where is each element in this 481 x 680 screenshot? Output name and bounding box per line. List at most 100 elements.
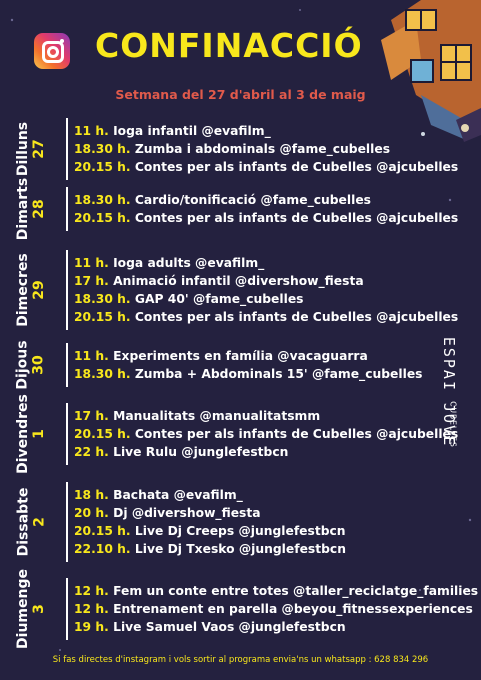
activity-item: 20.15 h. Contes per als infants de Cubel…	[74, 425, 458, 443]
day-name: Diumenge	[15, 569, 32, 649]
house-illustration	[381, 0, 481, 142]
activity-time: 20.15 h.	[74, 160, 131, 174]
activity-text: Contes per als infants de Cubelles @ajcu…	[130, 427, 459, 441]
activity-item: 12 h. Entrenament en parella @beyou_fitn…	[74, 600, 478, 618]
day-label: Dilluns 27	[0, 118, 62, 180]
activity-time: 17 h.	[74, 274, 109, 288]
activity-list: 11 h. Experiments en família @vacaguarra…	[74, 347, 423, 383]
activity-item: 22 h. Live Rulu @junglefestbcn	[74, 443, 458, 461]
day-name: Dijous	[14, 340, 31, 390]
activity-list: 11 h. Ioga infantil @evafilm_ 18.30 h. Zu…	[74, 122, 458, 176]
activity-text: Fem un conte entre totes @taller_recicla…	[108, 584, 479, 598]
day-name: Divendres	[15, 394, 32, 474]
activity-text: Zumba + Abdominals 15' @fame_cubelles	[130, 367, 423, 381]
activity-time: 20.15 h.	[74, 524, 131, 538]
activity-text: Contes per als infants de Cubelles @ajcu…	[130, 160, 459, 174]
activity-text: Live Dj Creeps @junglefestbcn	[130, 524, 346, 538]
activity-text: GAP 40' @fame_cubelles	[130, 292, 304, 306]
day-divider-line	[66, 403, 68, 465]
activity-time: 17 h.	[74, 409, 109, 423]
page-title: CONFINACCIÓ	[95, 26, 363, 65]
day-divider-line	[66, 482, 68, 562]
activity-list: 11 h. Ioga adults @evafilm_ 17 h. Animaci…	[74, 254, 458, 326]
activity-text: Bachata @evafilm_	[108, 488, 243, 502]
activity-text: Live Dj Txesko @junglefestbcn	[130, 542, 346, 556]
day-number: 1	[31, 429, 48, 439]
day-name: Dimarts	[15, 177, 32, 241]
day-number: 28	[31, 199, 48, 219]
activity-item: 11 h. Ioga infantil @evafilm_	[74, 122, 458, 140]
activity-item: 11 h. Experiments en família @vacaguarra	[74, 347, 423, 365]
activity-item: 20.15 h. Contes per als infants de Cubel…	[74, 158, 458, 176]
day-divider-line	[66, 250, 68, 330]
activity-time: 12 h.	[74, 584, 109, 598]
day-number: 3	[31, 604, 48, 614]
activity-item: 20 h. Dj @divershow_fiesta	[74, 504, 346, 522]
day-label: Divendres 1	[0, 394, 62, 474]
activity-time: 19 h.	[74, 620, 109, 634]
activity-time: 11 h.	[74, 124, 109, 138]
footer-note: Si fas directes d'instagram i vols sorti…	[52, 655, 429, 665]
day-label: Dimecres 29	[0, 250, 62, 330]
activity-item: 12 h. Fem un conte entre totes @taller_r…	[74, 582, 478, 600]
activity-text: Experiments en família @vacaguarra	[108, 349, 368, 363]
day-number: 2	[31, 517, 47, 527]
page-subtitle: Setmana del 27 d'abril al 3 de maig	[115, 87, 366, 102]
day-label: Dijous 30	[0, 340, 62, 390]
day-number: 27	[30, 139, 47, 159]
activity-text: Contes per als infants de Cubelles @ajcu…	[130, 310, 459, 324]
activity-text: Live Rulu @junglefestbcn	[108, 445, 289, 459]
activity-text: Ioga adults @evafilm_	[108, 256, 265, 270]
activity-text: Cardio/tonificació @fame_cubelles	[130, 193, 371, 207]
activity-text: Zumba i abdominals @fame_cubelles	[130, 142, 391, 156]
activity-time: 11 h.	[74, 256, 109, 270]
activity-item: 18.30 h. GAP 40' @fame_cubelles	[74, 290, 458, 308]
day-divider-line	[66, 187, 68, 231]
activity-item: 20.15 h. Live Dj Creeps @junglefestbcn	[74, 522, 346, 540]
activity-text: Live Samuel Vaos @junglefestbcn	[108, 620, 346, 634]
activity-item: 18 h. Bachata @evafilm_	[74, 486, 346, 504]
activity-text: Entrenament en parella @beyou_fitnessexp…	[108, 602, 473, 616]
activity-time: 18.30 h.	[74, 292, 131, 306]
day-divider-line	[66, 578, 68, 640]
activity-list: 17 h. Manualitats @manualitatsmm 20.15 h.…	[74, 407, 458, 461]
activity-item: 18.30 h. Zumba + Abdominals 15' @fame_cu…	[74, 365, 423, 383]
activity-text: Ioga infantil @evafilm_	[108, 124, 271, 138]
day-number: 29	[31, 280, 48, 300]
activity-time: 20.15 h.	[74, 427, 131, 441]
activity-time: 12 h.	[74, 602, 109, 616]
activity-item: 20.15 h. Contes per als infants de Cubel…	[74, 308, 458, 326]
activity-item: 19 h. Live Samuel Vaos @junglefestbcn	[74, 618, 478, 636]
day-divider-line	[66, 343, 68, 387]
day-label: Diumenge 3	[0, 569, 62, 649]
day-name: Dissabte	[15, 487, 31, 557]
day-label: Dissabte 2	[0, 482, 62, 562]
activity-item: 17 h. Manualitats @manualitatsmm	[74, 407, 458, 425]
activity-time: 20.15 h.	[74, 310, 131, 324]
activity-item: 18.30 h. Zumba i abdominals @fame_cubell…	[74, 140, 458, 158]
activity-time: 22 h.	[74, 445, 109, 459]
activity-time: 18 h.	[74, 488, 109, 502]
activity-list: 18 h. Bachata @evafilm_ 20 h. Dj @diversh…	[74, 486, 346, 558]
activity-text: Animació infantil @divershow_fiesta	[108, 274, 364, 288]
activity-item: 20.15 h. Contes per als infants de Cubel…	[74, 209, 458, 227]
day-number: 30	[30, 355, 47, 375]
activity-list: 12 h. Fem un conte entre totes @taller_r…	[74, 582, 478, 636]
activity-time: 11 h.	[74, 349, 109, 363]
activity-item: 11 h. Ioga adults @evafilm_	[74, 254, 458, 272]
day-label: Dimarts 28	[0, 178, 62, 240]
activity-text: Dj @divershow_fiesta	[108, 506, 261, 520]
activity-text: Manualitats @manualitatsmm	[108, 409, 321, 423]
activity-time: 18.30 h.	[74, 193, 131, 207]
day-divider-line	[66, 118, 68, 180]
activity-item: 22.10 h. Live Dj Txesko @junglefestbcn	[74, 540, 346, 558]
activity-time: 18.30 h.	[74, 142, 131, 156]
activity-time: 20 h.	[74, 506, 109, 520]
activity-time: 18.30 h.	[74, 367, 131, 381]
day-name: Dilluns	[14, 121, 31, 177]
activity-list: 18.30 h. Cardio/tonificació @fame_cubell…	[74, 191, 458, 227]
activity-time: 22.10 h.	[74, 542, 131, 556]
day-name: Dimecres	[15, 253, 32, 327]
activity-item: 18.30 h. Cardio/tonificació @fame_cubell…	[74, 191, 458, 209]
